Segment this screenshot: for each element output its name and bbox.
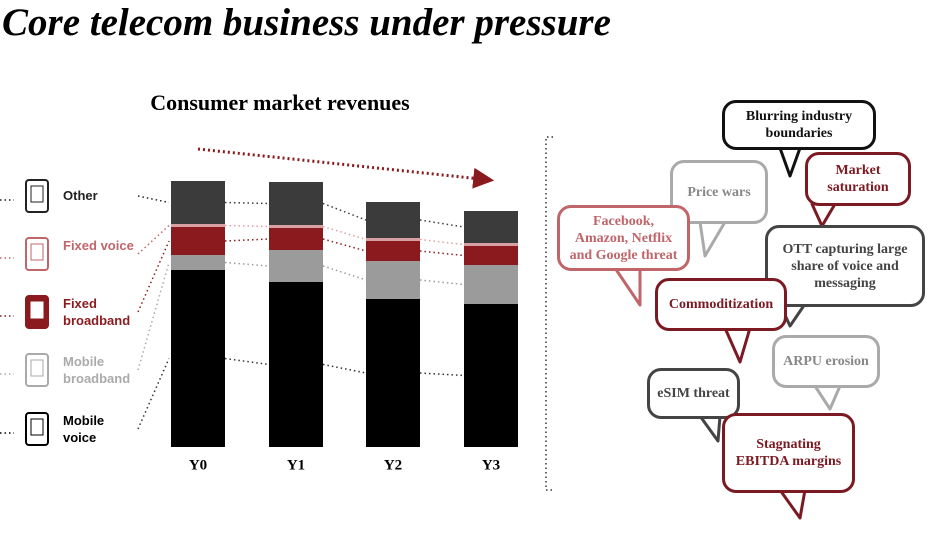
bar-segment (464, 304, 518, 447)
legend-label: Other (63, 188, 98, 203)
bar-segment (269, 182, 323, 225)
speech-bubble: Market saturation (805, 152, 911, 206)
bubble-tail (698, 220, 727, 258)
connector (322, 265, 367, 281)
bar-segment (269, 282, 323, 447)
connector (224, 224, 270, 228)
legend-connector (137, 262, 170, 371)
bar-segment (269, 225, 323, 228)
legend-icon-detail (30, 301, 44, 319)
page-title: Core telecom business under pressure (2, 1, 611, 44)
x-tick-label: Y2 (384, 457, 402, 473)
speech-bubble: Commoditization (655, 278, 787, 331)
legend-icon (25, 237, 49, 271)
bar-segment (171, 181, 225, 224)
bar-segment (464, 265, 518, 304)
speech-bubble: Stagnating EBITDA margins (722, 413, 855, 493)
bubble-tail (778, 146, 802, 178)
speech-bubble: ARPU erosion (772, 335, 880, 388)
x-tick-label: Y0 (189, 457, 207, 473)
connector (322, 363, 367, 374)
legend-label: Mobile voice (63, 413, 105, 445)
legend-icon-detail (30, 359, 44, 377)
legend-label: Fixed voice (63, 238, 134, 253)
connector (224, 357, 270, 366)
connector (419, 238, 465, 246)
speech-bubble: Facebook, Amazon, Netflix and Google thr… (557, 205, 690, 271)
legend-icon-detail (30, 185, 44, 203)
bar-segment (366, 261, 420, 299)
legend-connector (137, 358, 170, 430)
connector (322, 225, 367, 241)
bracket (545, 136, 553, 491)
speech-bubble: OTT capturing large share of voice and m… (765, 225, 925, 307)
bar-segment (171, 255, 225, 270)
connector (322, 238, 367, 252)
connector (419, 219, 465, 228)
legend-icon-detail (30, 243, 44, 261)
connector (224, 201, 270, 205)
bubble-tail (778, 488, 807, 520)
bar-segment (464, 246, 518, 265)
bubble-tail (810, 202, 837, 228)
bar-segment (366, 202, 420, 238)
legend-connector (137, 224, 170, 255)
bubble-tail (613, 266, 642, 307)
legend-icon (25, 353, 49, 387)
bar-segment (366, 241, 420, 261)
legend-icon-detail (30, 418, 44, 436)
trend-arrow (197, 147, 495, 189)
legend-icon (25, 179, 49, 213)
bar-segment (269, 228, 323, 250)
x-tick-label: Y3 (482, 457, 500, 473)
connector (419, 372, 465, 377)
connector (419, 250, 465, 257)
legend-label: Fixed broadband (63, 296, 131, 328)
bar-segment (464, 243, 518, 246)
connector (419, 279, 465, 286)
legend-connector (137, 195, 170, 204)
bar-segment (366, 238, 420, 241)
legend-label: Mobile broadband (63, 354, 131, 386)
bubble-tail (813, 384, 842, 411)
bubble-tail (698, 414, 722, 443)
speech-bubble: Blurring industry boundaries (722, 100, 876, 150)
legend-icon (25, 412, 49, 446)
bar-segment (464, 211, 518, 243)
connector (224, 261, 270, 267)
legend-connector (137, 240, 170, 313)
bar-segment (171, 224, 225, 227)
bar-segment (171, 270, 225, 447)
x-tick-label: Y1 (287, 457, 305, 473)
bar-segment (171, 227, 225, 255)
chart-title: Consumer market revenues (150, 90, 410, 115)
bubble-tail (723, 326, 752, 364)
speech-bubble: eSIM threat (647, 368, 740, 419)
bar-segment (269, 250, 323, 282)
connector (224, 238, 270, 242)
bar-segment (366, 299, 420, 447)
connector (322, 202, 367, 221)
